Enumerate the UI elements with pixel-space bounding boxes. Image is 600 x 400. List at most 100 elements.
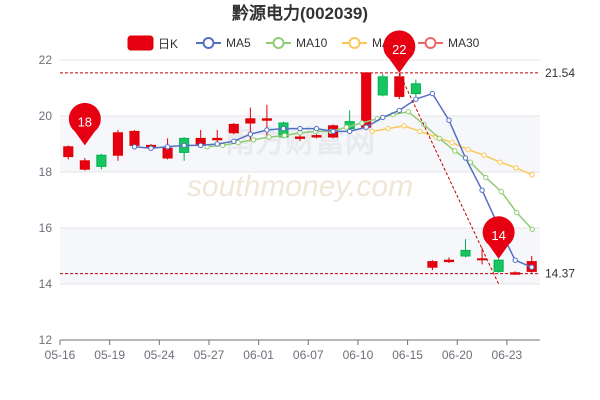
ma20-point bbox=[513, 165, 519, 171]
ma10-line bbox=[207, 111, 533, 230]
x-tick-label: 05-27 bbox=[194, 348, 225, 362]
ma5-point bbox=[214, 141, 220, 147]
candle-body bbox=[112, 132, 123, 156]
x-tick-label: 06-10 bbox=[343, 348, 374, 362]
ma10-point bbox=[266, 134, 272, 140]
candle-body bbox=[212, 137, 223, 141]
candle-body bbox=[361, 72, 372, 128]
ma5-point bbox=[131, 144, 138, 150]
y-tick-label: 12 bbox=[39, 333, 53, 347]
ma20-point bbox=[401, 123, 407, 129]
ma5-point bbox=[247, 131, 254, 137]
candle-body bbox=[261, 118, 272, 121]
marker-pin-label: 14 bbox=[491, 228, 505, 243]
ma5-point bbox=[181, 142, 187, 149]
ma20-point bbox=[417, 128, 423, 135]
ma5-point bbox=[346, 128, 353, 135]
legend-label: MA10 bbox=[296, 36, 328, 50]
ma5-point bbox=[330, 128, 336, 135]
y-tick-label: 22 bbox=[39, 53, 53, 67]
ma5-point bbox=[297, 125, 303, 132]
marker-pin-label: 22 bbox=[392, 42, 406, 57]
marker-pin-label: 18 bbox=[78, 114, 92, 129]
x-tick-label: 06-07 bbox=[293, 348, 324, 362]
candle-body bbox=[493, 259, 504, 272]
candle-body bbox=[427, 261, 438, 268]
ma10-point bbox=[498, 188, 504, 195]
ma5-point bbox=[512, 257, 518, 263]
grid-band bbox=[60, 228, 540, 284]
candle-body bbox=[460, 249, 471, 257]
ma20-point bbox=[369, 128, 375, 135]
watermark-subtext: southmoney.com bbox=[187, 170, 413, 203]
x-tick-label: 05-24 bbox=[144, 348, 175, 362]
legend-label: MA5 bbox=[226, 36, 251, 50]
legend-marker-icon bbox=[272, 37, 285, 49]
y-tick-label: 14 bbox=[39, 277, 53, 291]
ma5-point bbox=[479, 187, 485, 193]
ma10-point bbox=[436, 135, 443, 142]
candle-body bbox=[294, 136, 306, 139]
ma10-point bbox=[359, 120, 365, 126]
ma5-point bbox=[380, 114, 386, 121]
ma20-point bbox=[481, 152, 487, 158]
ma20-point bbox=[449, 139, 455, 146]
legend-label: 日K bbox=[158, 37, 178, 51]
legend-marker-icon bbox=[424, 37, 437, 49]
y-tick-label: 18 bbox=[39, 165, 53, 179]
x-tick-label: 06-15 bbox=[392, 348, 423, 362]
candle-body bbox=[477, 258, 488, 261]
ma5-point bbox=[264, 127, 270, 133]
candle-body bbox=[311, 135, 322, 138]
ma5-point bbox=[396, 107, 403, 114]
ma10-point bbox=[483, 174, 489, 181]
ma5-point bbox=[231, 138, 237, 144]
ma5-point bbox=[529, 264, 535, 270]
ma10-point bbox=[235, 139, 241, 146]
ma5-point bbox=[413, 96, 419, 102]
y-tick-label: 20 bbox=[39, 109, 53, 123]
legend-candle-icon bbox=[127, 35, 154, 51]
ma20-point bbox=[497, 159, 503, 165]
x-tick-label: 05-16 bbox=[45, 348, 76, 362]
ma10-point bbox=[343, 124, 350, 130]
candle-body bbox=[79, 160, 90, 170]
candle-body bbox=[394, 76, 405, 97]
candle-body bbox=[129, 130, 140, 146]
marker-pin bbox=[68, 102, 101, 146]
candle-body bbox=[162, 147, 173, 159]
candle-body bbox=[443, 259, 455, 263]
ma5-point bbox=[164, 144, 171, 150]
ma10-point bbox=[250, 137, 257, 143]
ma10-point bbox=[405, 109, 412, 115]
x-tick-label: 05-19 bbox=[94, 348, 125, 362]
candle-body bbox=[228, 123, 239, 134]
trend-line bbox=[398, 72, 500, 285]
candle-body bbox=[245, 118, 256, 124]
ma5-point bbox=[148, 145, 154, 151]
ma10-point bbox=[514, 209, 520, 216]
ma5-point bbox=[197, 142, 204, 149]
x-tick-label: 06-23 bbox=[492, 348, 523, 362]
ma5-point bbox=[363, 124, 369, 130]
ma10-point bbox=[529, 226, 535, 233]
candle-body bbox=[377, 76, 388, 96]
ma10-point bbox=[452, 148, 458, 154]
ma5-point bbox=[462, 155, 469, 161]
chart-title: 黔源电力(002039) bbox=[232, 3, 368, 23]
ma20-point bbox=[529, 172, 535, 178]
legend-marker-icon bbox=[202, 37, 215, 49]
ma10-point bbox=[281, 132, 288, 139]
legend-label: MA30 bbox=[448, 36, 480, 50]
ma5-point bbox=[280, 125, 287, 132]
x-tick-label: 06-01 bbox=[243, 348, 274, 362]
legend-marker-icon bbox=[348, 37, 361, 49]
reference-line-label: 21.54 bbox=[545, 66, 575, 80]
y-tick-label: 16 bbox=[39, 221, 53, 235]
ma5-point bbox=[429, 90, 436, 97]
ma20-point bbox=[385, 125, 391, 132]
x-tick-label: 06-20 bbox=[442, 348, 473, 362]
candle-body bbox=[96, 154, 107, 167]
